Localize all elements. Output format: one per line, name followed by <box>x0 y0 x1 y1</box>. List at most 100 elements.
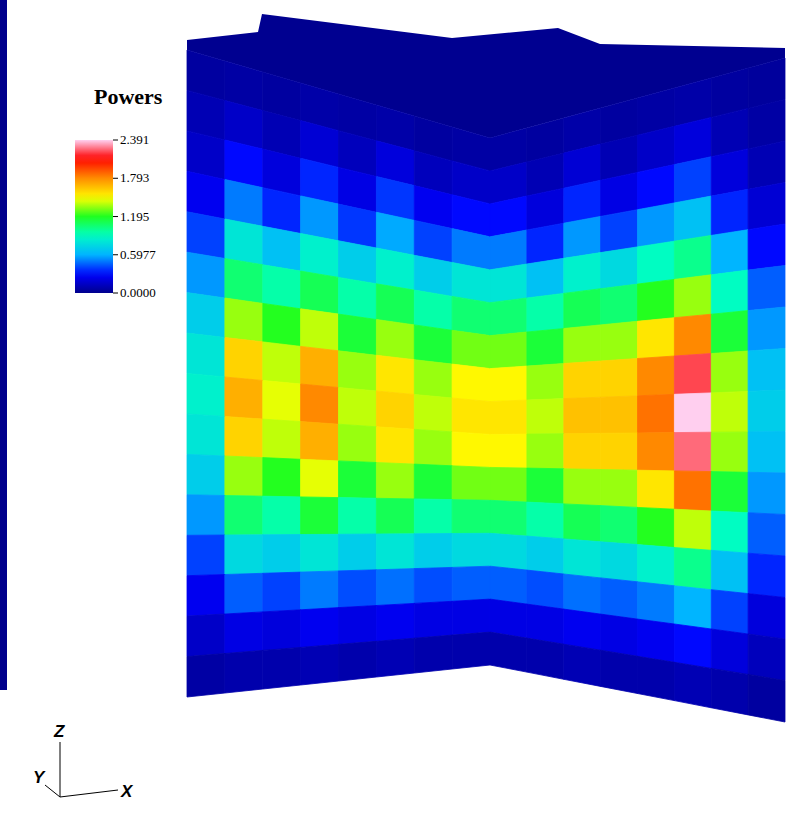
cell <box>674 586 711 629</box>
cell <box>490 298 527 336</box>
cell <box>452 330 490 368</box>
cell <box>376 534 414 570</box>
cell <box>339 204 377 248</box>
cell <box>225 417 263 458</box>
cell <box>601 614 638 656</box>
cell <box>711 511 748 553</box>
cell <box>748 553 785 597</box>
cell <box>527 570 564 609</box>
cell <box>414 464 452 500</box>
cell <box>414 499 452 534</box>
cell <box>674 275 711 318</box>
cell <box>263 496 301 535</box>
cell <box>711 590 748 634</box>
cell <box>376 284 414 325</box>
cell <box>301 608 339 648</box>
cell <box>601 396 638 434</box>
cell <box>187 252 225 298</box>
cell <box>601 359 638 398</box>
cell <box>711 391 748 432</box>
cell <box>263 226 301 271</box>
cell <box>527 468 564 504</box>
cell <box>490 230 527 270</box>
cell <box>748 224 785 270</box>
cell <box>748 513 785 556</box>
cell <box>263 303 301 346</box>
cell <box>601 210 638 253</box>
cell <box>225 259 263 304</box>
cell <box>674 624 711 668</box>
cell <box>490 533 527 570</box>
cell <box>225 338 263 381</box>
cell <box>376 355 414 394</box>
cell <box>339 534 377 571</box>
cell <box>187 171 225 219</box>
cell <box>711 472 748 513</box>
cell <box>187 333 225 377</box>
cell <box>263 535 301 574</box>
cell <box>414 429 452 466</box>
cell <box>601 284 638 325</box>
cell <box>490 566 527 604</box>
cell <box>263 458 301 497</box>
cell <box>301 422 339 461</box>
cell <box>490 632 527 672</box>
cell <box>490 434 527 468</box>
axis-y <box>45 785 60 797</box>
axis-label: Y <box>33 768 46 787</box>
cell <box>452 533 490 567</box>
cell <box>711 230 748 275</box>
panel-edge <box>0 0 7 690</box>
cell <box>187 374 225 417</box>
cell <box>452 466 490 501</box>
cell <box>638 507 675 547</box>
cell <box>414 325 452 364</box>
cell <box>376 569 414 606</box>
cell <box>301 346 339 387</box>
cell <box>376 427 414 464</box>
cell <box>674 354 711 395</box>
cell <box>376 638 414 677</box>
cell <box>187 535 225 576</box>
cell <box>711 108 748 156</box>
cell <box>225 377 263 419</box>
cell <box>339 641 377 681</box>
cell <box>564 644 601 686</box>
cell <box>263 419 301 459</box>
cell <box>748 307 785 351</box>
cell <box>490 467 527 502</box>
cell <box>674 548 711 590</box>
cell <box>527 258 564 298</box>
cell <box>452 398 490 434</box>
cell <box>376 603 414 641</box>
cell <box>452 364 490 401</box>
axis-label: Z <box>53 722 65 741</box>
title: Powers <box>94 84 163 109</box>
cell <box>490 332 527 369</box>
chart: 0.00000.59771.1951.7932.391PowersZYX <box>0 0 794 819</box>
cell <box>339 277 377 319</box>
cell <box>490 500 527 536</box>
cell <box>225 650 263 693</box>
cell <box>674 196 711 241</box>
colorbar-tick <box>113 293 118 294</box>
colorbar-tick <box>113 178 118 179</box>
cell <box>748 432 785 474</box>
cell <box>414 601 452 638</box>
cell <box>638 165 675 210</box>
cell <box>187 293 225 338</box>
cell <box>748 472 785 514</box>
cell <box>263 572 301 612</box>
colorbar-tick <box>113 216 118 217</box>
colorbar-tick-label: 0.0000 <box>120 285 156 300</box>
colorbar-tick-label: 1.195 <box>120 209 149 224</box>
cell <box>748 266 785 311</box>
cell <box>601 470 638 508</box>
cell <box>674 662 711 708</box>
cell <box>674 393 711 433</box>
cell <box>638 545 675 586</box>
cell <box>414 567 452 603</box>
cell <box>711 629 748 674</box>
axis-x <box>60 790 118 797</box>
cell <box>748 594 785 639</box>
